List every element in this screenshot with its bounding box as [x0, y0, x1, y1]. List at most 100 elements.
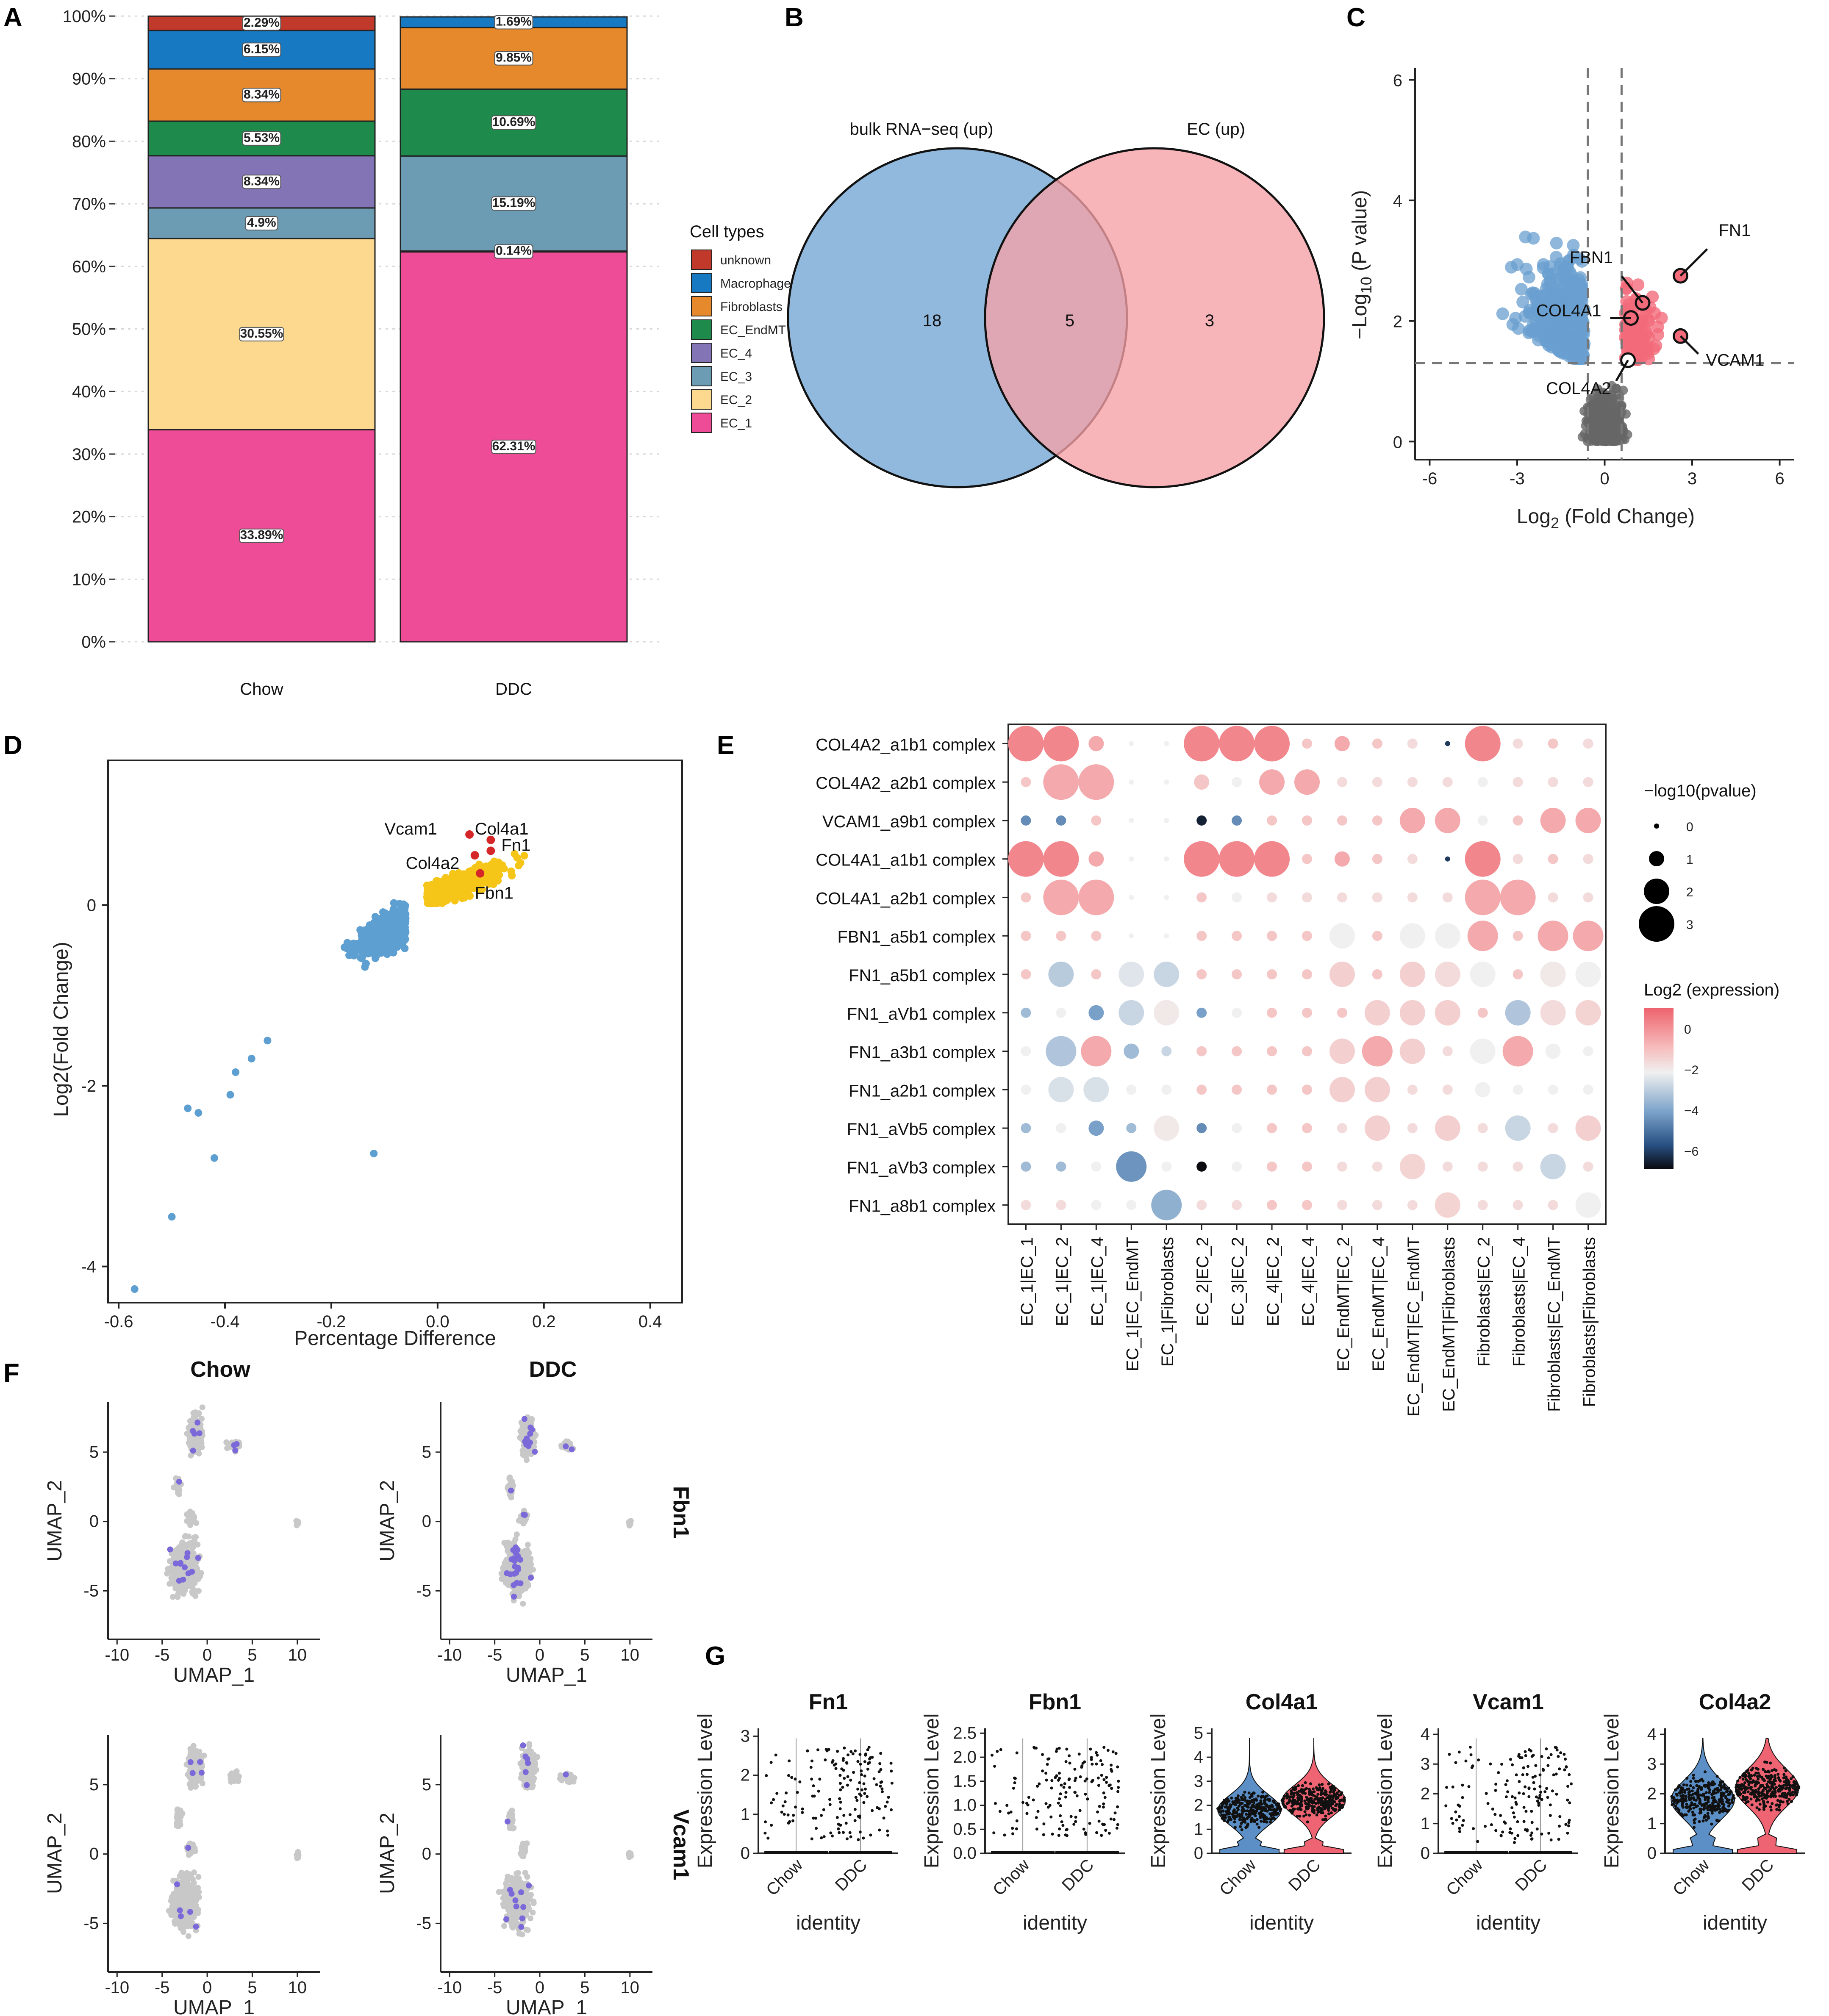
legend-swatch [691, 413, 712, 433]
dot [1196, 1084, 1207, 1095]
dot [1337, 1200, 1347, 1210]
y-tick-label: 6 [1393, 71, 1402, 90]
data-label-box [242, 88, 281, 103]
size-legend-dot [1654, 824, 1659, 829]
umap-cell [175, 1594, 181, 1600]
legend-label: EC_3 [720, 370, 752, 384]
dot [1548, 854, 1558, 864]
point-down [1511, 258, 1524, 271]
dot [1465, 841, 1501, 877]
venn-set-label-left: bulk RNA−seq (up) [849, 120, 993, 139]
y-tick-label: 0% [81, 633, 106, 652]
dot [1021, 1200, 1031, 1210]
label-leader [1679, 248, 1708, 277]
dot [1088, 851, 1104, 867]
umap-cell [525, 1581, 531, 1587]
dot [1477, 1123, 1488, 1134]
y-tick-label: -5 [416, 1581, 431, 1600]
dot [1083, 1077, 1109, 1103]
point-up [436, 883, 444, 891]
umap-cell [508, 1494, 514, 1500]
dot [1583, 1084, 1593, 1095]
umap-cell-expressing [521, 1416, 527, 1422]
highlight-point [486, 846, 495, 855]
x-tick-label: 0 [535, 1646, 544, 1664]
umap-cell [167, 1558, 173, 1564]
dot [1118, 1000, 1144, 1026]
umap-cell [188, 1582, 194, 1589]
point-up [474, 876, 482, 885]
dot [1196, 892, 1207, 903]
dot [1232, 1161, 1242, 1172]
dot [1129, 779, 1134, 785]
point-ns [1595, 394, 1604, 404]
dot [1513, 777, 1523, 788]
y-tick-label: -5 [83, 1581, 99, 1600]
highlight-point [470, 851, 479, 860]
y-tick-label: 4 [1393, 192, 1402, 211]
dot [1164, 856, 1169, 862]
point-ns [1591, 404, 1601, 413]
dot [1442, 1084, 1453, 1095]
dot [1372, 854, 1382, 864]
column-label: EC_EndMT|EC_EndMT [1404, 1237, 1423, 1417]
x-axis-label: UMAP_1 [173, 1664, 255, 1686]
dot [1232, 815, 1242, 826]
point-down [226, 1091, 234, 1099]
umap-cell [527, 1558, 533, 1564]
x-axis-label: Log2 (Fold Change) [1517, 505, 1695, 532]
legend-swatch [691, 273, 712, 293]
dot [1445, 856, 1450, 862]
dot [1124, 1043, 1139, 1059]
dot [1435, 807, 1460, 833]
point-down [232, 1068, 240, 1076]
point-down [1515, 283, 1528, 296]
point-up [482, 862, 490, 870]
umap-cell-expressing [190, 1448, 196, 1454]
dot [1008, 726, 1044, 762]
panel-a-stacked-bar-chart: 0%10%20%30%40%50%60%70%80%90%100%33.89%3… [63, 7, 797, 699]
point-down [1550, 251, 1563, 264]
point-ns [1588, 426, 1597, 436]
dot [1399, 923, 1425, 949]
dot [1021, 815, 1031, 826]
dot [1056, 1161, 1066, 1172]
umap-cell-expressing [508, 1487, 514, 1494]
point-up [451, 897, 459, 905]
point-down [361, 963, 369, 971]
dot [1513, 815, 1523, 826]
dot [1056, 1123, 1066, 1134]
dot [1021, 1084, 1031, 1095]
legend-swatch [691, 343, 712, 363]
panel-label-a: A [3, 3, 22, 32]
dot [1407, 892, 1418, 903]
data-label-box [494, 244, 533, 259]
dot [1056, 931, 1066, 941]
data-label-box [239, 528, 284, 543]
x-tick-label: -5 [155, 1646, 170, 1664]
umap-cell [194, 1542, 201, 1548]
dot [1399, 962, 1425, 987]
dot [1154, 1115, 1180, 1141]
dot [1575, 1000, 1601, 1026]
column-label: Fibroblasts|EC_EndMT [1545, 1237, 1564, 1412]
point-label: FN1 [1719, 221, 1751, 240]
dot [1302, 1123, 1312, 1134]
point-ns [1607, 404, 1617, 414]
dot [1337, 815, 1347, 826]
x-tick-label: -3 [1510, 469, 1525, 488]
legend-label: EC_2 [720, 393, 752, 407]
y-tick-label: 5 [89, 1443, 99, 1461]
umap-cell [525, 1542, 531, 1548]
dot [1056, 815, 1066, 826]
dot [1548, 738, 1558, 749]
umap-cell [524, 1568, 530, 1575]
umap-cell [519, 1519, 526, 1525]
y-tick-label: 0 [89, 1512, 99, 1531]
point-up [458, 894, 466, 902]
column-label: Fibroblasts|EC_4 [1510, 1237, 1529, 1367]
dot [1362, 1036, 1393, 1067]
dot [1232, 1046, 1242, 1057]
column-label: EC_1|EC_2 [1053, 1237, 1071, 1326]
